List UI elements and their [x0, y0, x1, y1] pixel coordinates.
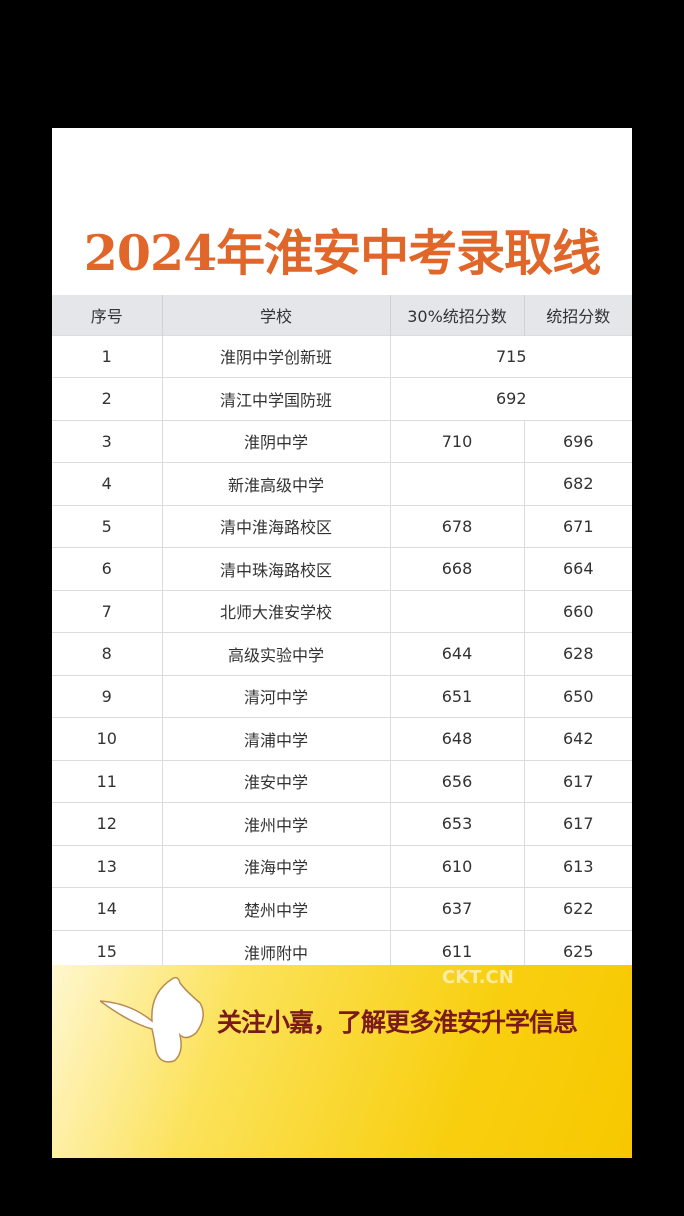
- score: 671: [524, 504, 632, 548]
- score-30-percent: 651: [390, 674, 525, 718]
- score-30-percent: 637: [390, 887, 525, 930]
- score-30-percent: 653: [390, 802, 525, 845]
- admission-table: 序号 学校 30%统招分数 统招分数 1 淮阴中学创新班 715 2 清江中学国防班 69…: [52, 295, 632, 973]
- score: 664: [524, 547, 632, 590]
- school-name: 新淮高级中学: [162, 462, 391, 505]
- score: 617: [524, 802, 632, 845]
- score-30-percent: 656: [390, 759, 525, 803]
- score-30-percent: 668: [390, 547, 525, 590]
- row-number: 9: [52, 674, 163, 718]
- score-30-percent: 710: [390, 419, 525, 463]
- score: 650: [524, 674, 632, 718]
- score: 660: [524, 589, 632, 633]
- row-number: 10: [52, 717, 163, 760]
- score-30-percent: 678: [390, 504, 525, 548]
- page-title: 2024年淮安中考录取线: [83, 224, 601, 282]
- table-row: 12 淮州中学 653 617: [52, 802, 632, 845]
- header-no: 序号: [52, 295, 163, 335]
- score: 642: [524, 717, 632, 760]
- table-row: 4 新淮高级中学 682: [52, 462, 632, 505]
- table-row: 11 淮安中学 656 617: [52, 759, 632, 803]
- footer-banner: CKT.CN 关注小嘉，了解更多淮安升学信息: [52, 965, 632, 1158]
- row-number: 6: [52, 547, 163, 590]
- poster: 2024年淮安中考录取线 序号 学校 30%统招分数 统招分数 1 淮阴中学创新班…: [52, 128, 632, 1158]
- table-row: 6 清中珠海路校区 668 664: [52, 547, 632, 590]
- score: 628: [524, 632, 632, 675]
- school-name: 清中淮海路校区: [162, 504, 391, 548]
- row-number: 11: [52, 759, 163, 803]
- score-30-percent: 648: [390, 717, 525, 760]
- table-row: 13 淮海中学 610 613: [52, 844, 632, 888]
- row-number: 7: [52, 589, 163, 633]
- merged-score: 715: [390, 334, 632, 378]
- table-row: 8 高级实验中学 644 628: [52, 632, 632, 675]
- school-name: 楚州中学: [162, 887, 391, 930]
- row-number: 4: [52, 462, 163, 505]
- header-score-30: 30%统招分数: [390, 295, 525, 335]
- table-row: 1 淮阴中学创新班 715: [52, 334, 632, 378]
- school-name: 淮海中学: [162, 844, 391, 888]
- butterfly-icon: [100, 976, 204, 1063]
- table-row: 5 清中淮海路校区 678 671: [52, 504, 632, 548]
- score-30-percent: 644: [390, 632, 525, 675]
- row-number: 2: [52, 377, 163, 420]
- row-number: 1: [52, 334, 163, 378]
- table-row: 2 清江中学国防班 692: [52, 377, 632, 420]
- header-score: 统招分数: [524, 295, 632, 335]
- row-number: 14: [52, 887, 163, 930]
- row-number: 5: [52, 504, 163, 548]
- watermark: CKT.CN: [442, 967, 514, 988]
- row-number: 8: [52, 632, 163, 675]
- school-name: 清中珠海路校区: [162, 547, 391, 590]
- school-name: 北师大淮安学校: [162, 589, 391, 633]
- table-row: 3 淮阴中学 710 696: [52, 419, 632, 463]
- school-name: 清浦中学: [162, 717, 391, 760]
- school-name: 清江中学国防班: [162, 377, 391, 420]
- row-number: 12: [52, 802, 163, 845]
- row-number: 13: [52, 844, 163, 888]
- school-name: 清河中学: [162, 674, 391, 718]
- score: 617: [524, 759, 632, 803]
- score: 682: [524, 462, 632, 505]
- table-row: 7 北师大淮安学校 660: [52, 589, 632, 633]
- score: 613: [524, 844, 632, 888]
- school-name: 淮阴中学创新班: [162, 334, 391, 378]
- table-row: 10 清浦中学 648 642: [52, 717, 632, 760]
- score: 696: [524, 419, 632, 463]
- score-30-percent: 610: [390, 844, 525, 888]
- score: 622: [524, 887, 632, 930]
- table-row: 15 淮师附中 611 625: [52, 929, 632, 973]
- header-school: 学校: [162, 295, 391, 335]
- slogan: 关注小嘉，了解更多淮安升学信息: [217, 1008, 578, 1037]
- score-30-percent: [390, 462, 525, 505]
- table-row: 14 楚州中学 637 622: [52, 887, 632, 930]
- school-name: 高级实验中学: [162, 632, 391, 675]
- merged-score: 692: [390, 377, 632, 420]
- school-name: 淮州中学: [162, 802, 391, 845]
- score-30-percent: [390, 589, 525, 633]
- table-header: 序号 学校 30%统招分数 统招分数: [52, 295, 632, 335]
- row-number: 3: [52, 419, 163, 463]
- school-name: 淮安中学: [162, 759, 391, 803]
- table-row: 9 清河中学 651 650: [52, 674, 632, 718]
- school-name: 淮阴中学: [162, 419, 391, 463]
